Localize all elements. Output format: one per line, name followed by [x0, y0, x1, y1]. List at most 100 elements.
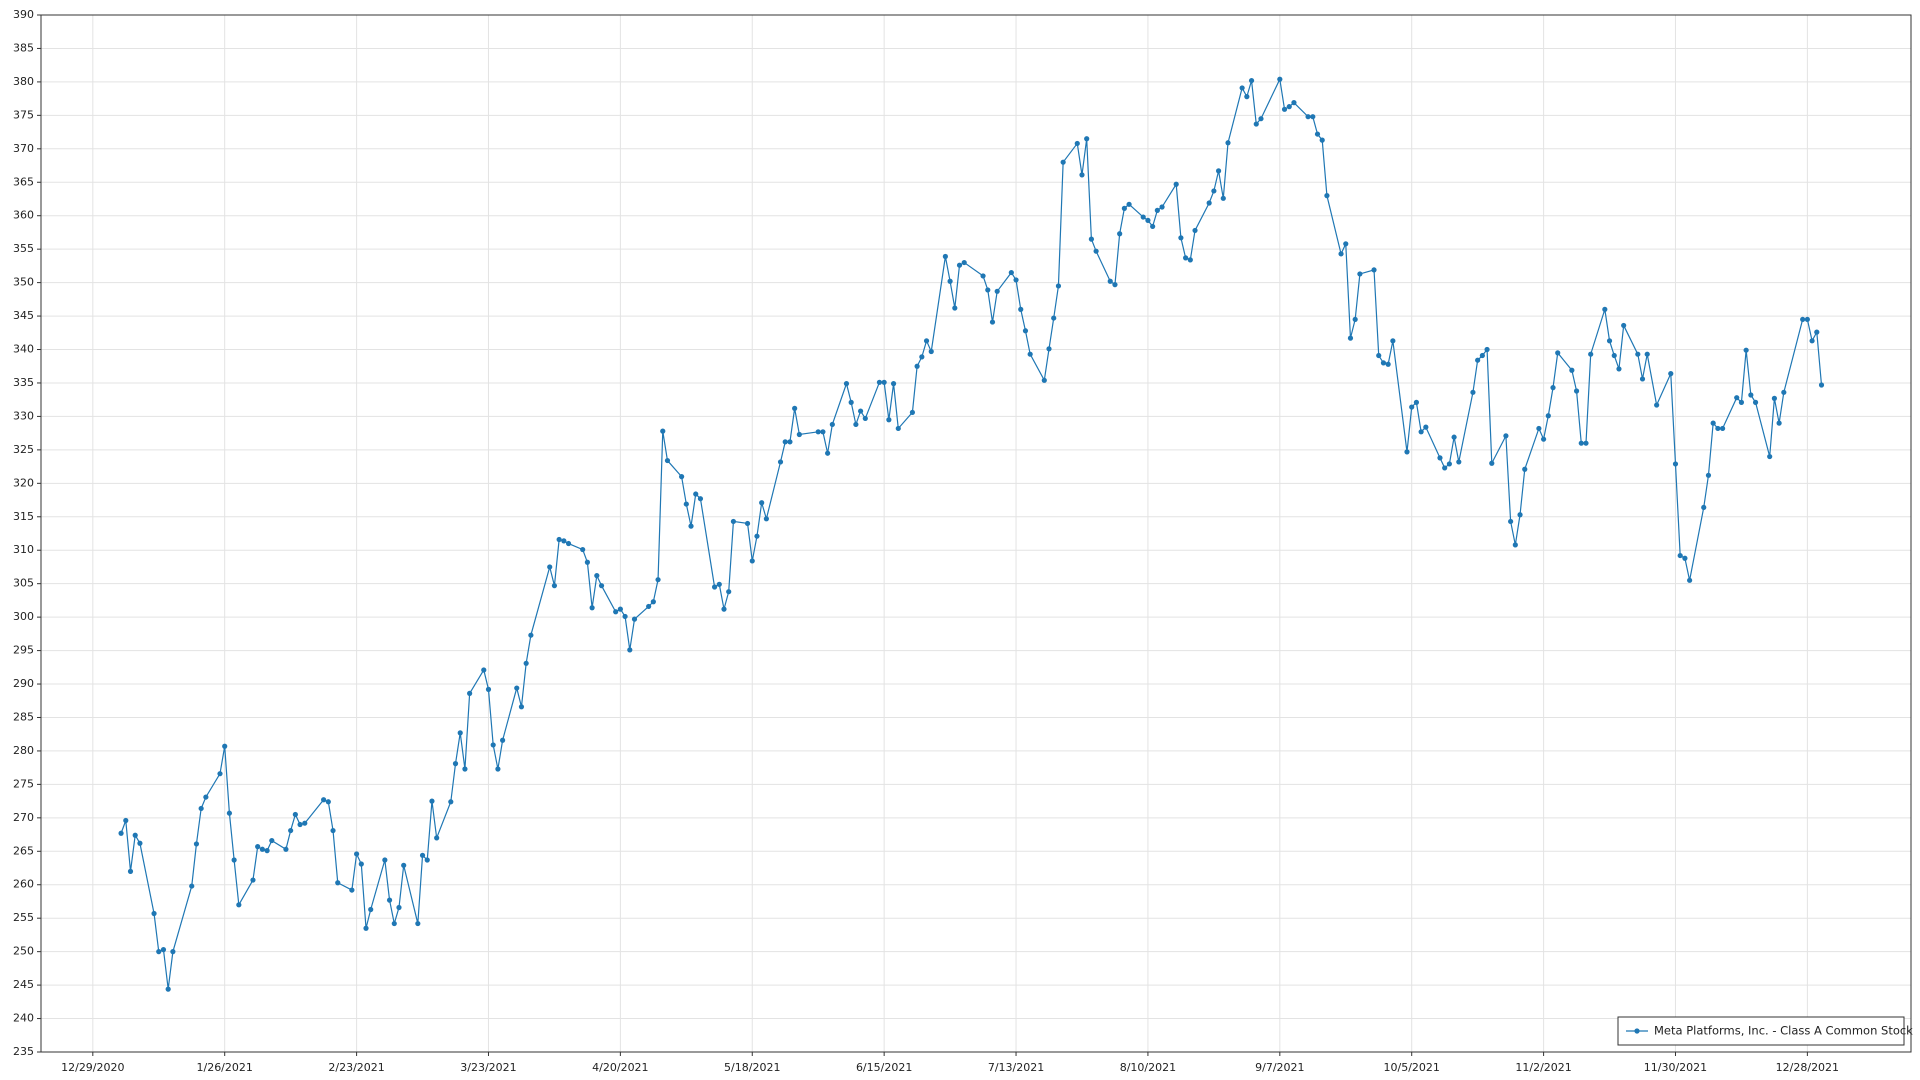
marker: [1239, 85, 1245, 91]
y-tick-label: 340: [13, 343, 34, 356]
marker: [1705, 472, 1712, 478]
marker: [1437, 455, 1443, 461]
marker: [1117, 231, 1123, 237]
marker: [1093, 248, 1099, 254]
marker: [151, 910, 157, 917]
marker: [744, 520, 751, 527]
marker: [231, 857, 237, 863]
x-tick-label: 12/29/2020: [61, 1061, 124, 1074]
marker: [693, 491, 699, 497]
marker: [325, 799, 331, 805]
y-tick-label: 355: [13, 242, 34, 255]
marker: [1517, 512, 1523, 518]
marker: [1084, 136, 1090, 142]
marker: [617, 606, 623, 612]
marker: [749, 558, 755, 564]
marker: [297, 821, 303, 828]
marker: [203, 794, 209, 800]
marker: [1738, 399, 1745, 405]
y-tick-label: 255: [13, 911, 34, 924]
marker: [1192, 227, 1198, 234]
marker: [1616, 366, 1622, 372]
marker: [250, 877, 256, 883]
marker: [1573, 388, 1580, 394]
marker: [1423, 424, 1429, 430]
x-tick-label: 11/2/2021: [1515, 1061, 1571, 1074]
marker: [1206, 200, 1212, 206]
marker: [288, 827, 294, 834]
marker: [1173, 181, 1179, 187]
y-tick-label: 285: [13, 710, 34, 723]
marker: [1456, 459, 1462, 465]
marker: [434, 835, 440, 841]
marker: [650, 599, 656, 605]
x-tick-label: 2/23/2021: [328, 1061, 384, 1074]
marker: [1140, 214, 1146, 220]
marker: [1338, 251, 1344, 257]
marker: [759, 500, 765, 506]
marker: [1479, 352, 1485, 359]
marker: [1550, 385, 1556, 391]
marker: [490, 742, 496, 748]
y-tick-label: 330: [13, 409, 34, 422]
marker: [561, 538, 567, 544]
marker: [1654, 402, 1660, 408]
marker: [193, 841, 200, 847]
marker: [1347, 335, 1354, 341]
marker: [664, 457, 671, 464]
marker: [697, 496, 704, 502]
marker: [829, 421, 835, 428]
legend-box: [1617, 1016, 1905, 1046]
marker: [1055, 283, 1062, 289]
marker: [928, 348, 934, 355]
marker: [1545, 413, 1551, 419]
marker: [631, 616, 638, 622]
marker: [1536, 425, 1542, 432]
plot-frame: [40, 14, 1912, 1053]
marker: [523, 660, 529, 666]
marker: [1767, 453, 1773, 460]
marker: [923, 338, 930, 344]
marker: [1804, 316, 1810, 323]
marker: [1734, 395, 1740, 401]
y-tick-label: 350: [13, 276, 34, 289]
marker: [980, 273, 986, 279]
marker: [1687, 577, 1693, 583]
marker: [495, 766, 501, 772]
marker: [683, 501, 689, 507]
marker: [189, 883, 195, 889]
y-tick-label: 295: [13, 644, 34, 657]
marker: [1277, 76, 1283, 82]
marker: [1569, 367, 1575, 373]
marker: [1508, 518, 1514, 525]
marker: [1244, 94, 1250, 100]
marker: [386, 897, 393, 903]
marker: [1107, 278, 1113, 284]
marker: [1442, 465, 1448, 471]
marker: [994, 288, 1000, 294]
marker: [1484, 346, 1490, 353]
marker: [1380, 360, 1387, 366]
marker: [584, 559, 590, 565]
marker: [1088, 236, 1095, 242]
marker: [1225, 140, 1231, 146]
marker: [1352, 316, 1358, 323]
marker: [1814, 329, 1820, 335]
marker: [264, 848, 270, 854]
marker: [419, 852, 426, 858]
marker: [292, 811, 298, 818]
marker: [613, 609, 619, 615]
marker: [1385, 361, 1391, 367]
marker: [1027, 351, 1033, 357]
marker: [688, 523, 694, 529]
marker: [1060, 159, 1066, 165]
marker: [1281, 106, 1288, 112]
marker: [1253, 121, 1259, 127]
marker: [1555, 350, 1561, 356]
marker: [1390, 338, 1396, 344]
marker: [914, 363, 920, 369]
marker: [1159, 204, 1165, 210]
marker: [1578, 440, 1584, 446]
marker: [589, 605, 595, 611]
marker: [127, 868, 134, 874]
